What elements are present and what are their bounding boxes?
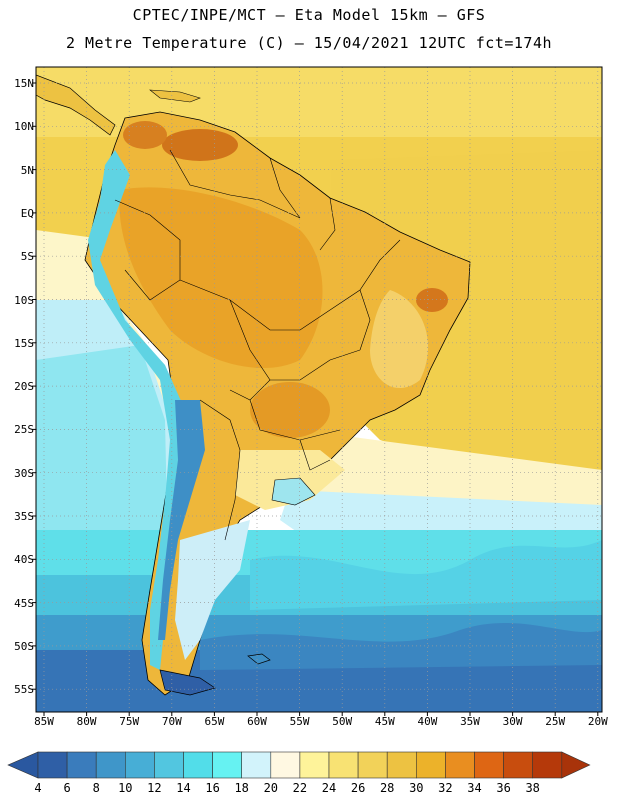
map-ticks	[32, 82, 599, 716]
colorbar-swatch	[503, 751, 534, 779]
amazon-hot-zone	[119, 187, 323, 369]
colorbar-label: 28	[379, 781, 395, 795]
andes-cold-core	[158, 400, 205, 640]
latitude-label: 5N	[20, 163, 34, 177]
colorbar-label: 12	[147, 781, 162, 795]
colorbar-swatch	[154, 751, 184, 779]
colorbar-label: 10	[118, 781, 133, 795]
latitude-label: 40S	[14, 553, 34, 567]
central-america	[36, 74, 116, 136]
colorbar-label: 20	[263, 781, 279, 795]
colorbar-swatch	[386, 751, 417, 779]
longitude-label: 20W	[587, 715, 608, 728]
longitude-label: 25W	[545, 715, 566, 728]
longitude-label: 65W	[204, 715, 225, 728]
map-title-line2: 2 Metre Temperature (C) – 15/04/2021 12U…	[65, 34, 553, 52]
longitude-label: 50W	[332, 715, 353, 728]
latitude-label: 35S	[14, 510, 34, 523]
colorbar-label: 8	[92, 781, 100, 795]
colorbar-label: 4	[34, 781, 42, 795]
colorbar-label: 16	[205, 781, 220, 795]
colorbar-swatch	[328, 751, 359, 779]
colombia-hot-spot	[123, 121, 167, 149]
venezuela-hot-spot	[162, 129, 238, 161]
caribbean-islands	[149, 89, 201, 103]
ocean-band-pacific-cyan	[36, 345, 168, 560]
colorbar-label: 30	[409, 781, 424, 795]
andes-ridge	[88, 150, 185, 670]
colorbar-high-arrow	[561, 751, 591, 779]
rio-de-la-plata	[271, 477, 316, 506]
longitude-label: 80W	[76, 715, 97, 728]
colorbar-low-arrow	[7, 751, 39, 779]
colorbar-label: 18	[234, 781, 249, 795]
colorbar-swatch	[241, 751, 272, 779]
longitude-label: 75W	[119, 715, 140, 728]
colorbar-label: 14	[176, 781, 191, 795]
colorbar-label: 6	[63, 781, 71, 795]
falkland-islands	[247, 653, 271, 665]
longitude-label: 35W	[460, 715, 480, 728]
colorbar-label: 22	[292, 781, 308, 795]
colorbar-swatch	[445, 751, 475, 779]
longitude-label: 85W	[34, 715, 54, 728]
longitude-label: 45W	[374, 715, 395, 728]
latitude-label: 10S	[14, 293, 34, 307]
colorbar-swatch	[183, 751, 213, 779]
colorbar-label: 34	[467, 781, 482, 795]
paraguay-hot-spot	[250, 382, 330, 438]
colorbar-label: 36	[496, 781, 511, 795]
longitude-label: 55W	[289, 715, 310, 728]
nordeste-hot-spot	[416, 288, 448, 312]
colorbar-label: 26	[350, 781, 366, 795]
longitude-label: 70W	[161, 715, 182, 728]
colorbar-swatch	[357, 751, 388, 779]
colorbar-swatch	[532, 751, 563, 779]
map-title-line1: CPTEC/INPE/MCT – Eta Model 15km – GFS	[132, 6, 486, 24]
latitude-label: 5S	[20, 250, 34, 264]
latitude-label: 50S	[14, 639, 34, 653]
patagonia-cool	[175, 520, 250, 660]
tierra-del-fuego	[159, 669, 216, 696]
map-frame	[35, 66, 603, 713]
colorbar	[7, 751, 591, 779]
latitude-label: 45S	[14, 596, 34, 610]
colorbar-label: 38	[525, 781, 540, 795]
latitude-label: 15S	[14, 336, 34, 350]
latitude-label: 15N	[14, 77, 34, 90]
ocean-band-southern-wave	[250, 540, 602, 610]
ocean-band-southern-wave2	[200, 622, 602, 670]
colorbar-swatch	[270, 751, 301, 779]
latitude-label: 20S	[14, 380, 34, 394]
colorbar-swatch	[37, 751, 68, 779]
colorbar-label: 32	[438, 781, 453, 795]
latitude-label: 30S	[14, 466, 34, 480]
latitude-label: 55S	[14, 683, 34, 697]
colorbar-swatch	[474, 751, 504, 779]
colorbar-swatch	[299, 751, 330, 779]
colorbar-label: 24	[321, 781, 337, 795]
latitude-label: 25S	[14, 423, 34, 437]
colorbar-swatch	[125, 751, 155, 779]
longitude-label: 30W	[502, 715, 523, 728]
colorbar-swatch	[415, 751, 446, 779]
latitude-label: EQ	[20, 206, 34, 220]
country-borders	[114, 149, 401, 541]
colorbar-swatch	[66, 751, 97, 779]
longitude-label: 60W	[247, 715, 267, 728]
latitude-label: 10N	[14, 120, 34, 134]
colorbar-swatch	[212, 751, 243, 779]
colorbar-swatch	[95, 751, 126, 779]
longitude-label: 40W	[417, 715, 438, 728]
